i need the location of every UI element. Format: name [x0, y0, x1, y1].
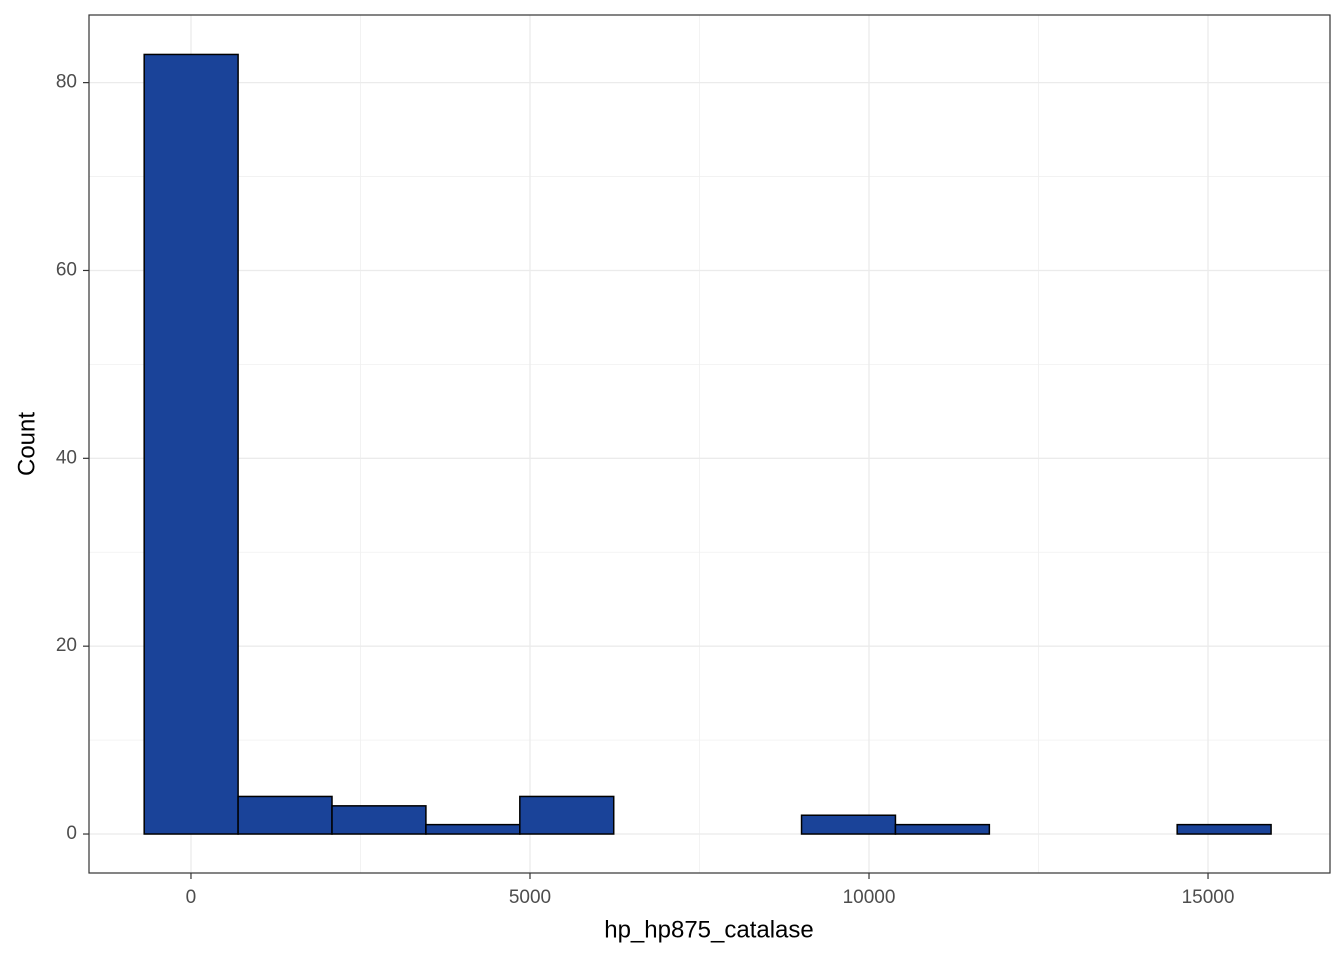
y-tick-label: 60	[56, 259, 77, 280]
panel	[89, 15, 1330, 873]
y-axis-title: Count	[13, 412, 40, 476]
bar	[800, 814, 897, 835]
x-tick-label: 10000	[843, 887, 896, 908]
x-tick-label: 15000	[1182, 887, 1235, 908]
bar	[331, 805, 427, 835]
bar	[143, 53, 239, 835]
panel-border	[88, 14, 1331, 874]
bar	[894, 823, 991, 835]
bar	[237, 795, 333, 835]
y-tick-label: 20	[56, 635, 77, 656]
bars	[143, 53, 1272, 835]
x-tick-label: 5000	[509, 887, 551, 908]
bar	[519, 795, 615, 835]
y-tick-label: 40	[56, 447, 77, 468]
x-axis-title: hp_hp875_catalase	[604, 916, 814, 943]
bar	[1176, 823, 1272, 835]
bar	[425, 823, 521, 835]
y-tick-label: 80	[56, 72, 77, 93]
y-tick-label: 0	[66, 823, 77, 844]
x-tick-label: 0	[186, 887, 197, 908]
